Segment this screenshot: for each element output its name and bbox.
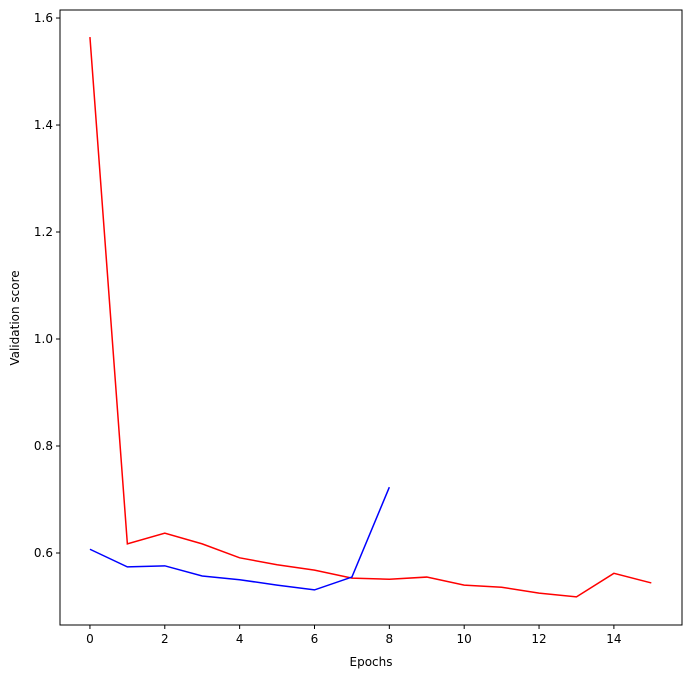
data-line xyxy=(89,486,391,591)
y-axis-label: Validation score xyxy=(8,270,22,365)
x-tick-label: 10 xyxy=(457,632,472,646)
x-tick-label: 12 xyxy=(531,632,546,646)
x-tick-label: 6 xyxy=(311,632,319,646)
x-tick-label: 8 xyxy=(386,632,394,646)
x-axis-label: Epochs xyxy=(350,655,393,669)
x-tick-label: 4 xyxy=(236,632,244,646)
data-line xyxy=(89,36,652,598)
y-tick-label: 0.6 xyxy=(34,546,53,560)
y-tick-label: 1.0 xyxy=(34,332,53,346)
y-tick-label: 1.2 xyxy=(34,225,53,239)
y-tick-label: 1.4 xyxy=(34,118,53,132)
x-tick-label: 0 xyxy=(86,632,94,646)
y-tick-label: 0.8 xyxy=(34,439,53,453)
x-tick-label: 2 xyxy=(161,632,169,646)
y-tick-label: 1.6 xyxy=(34,11,53,25)
x-tick-label: 14 xyxy=(606,632,621,646)
plot-frame xyxy=(59,9,683,626)
